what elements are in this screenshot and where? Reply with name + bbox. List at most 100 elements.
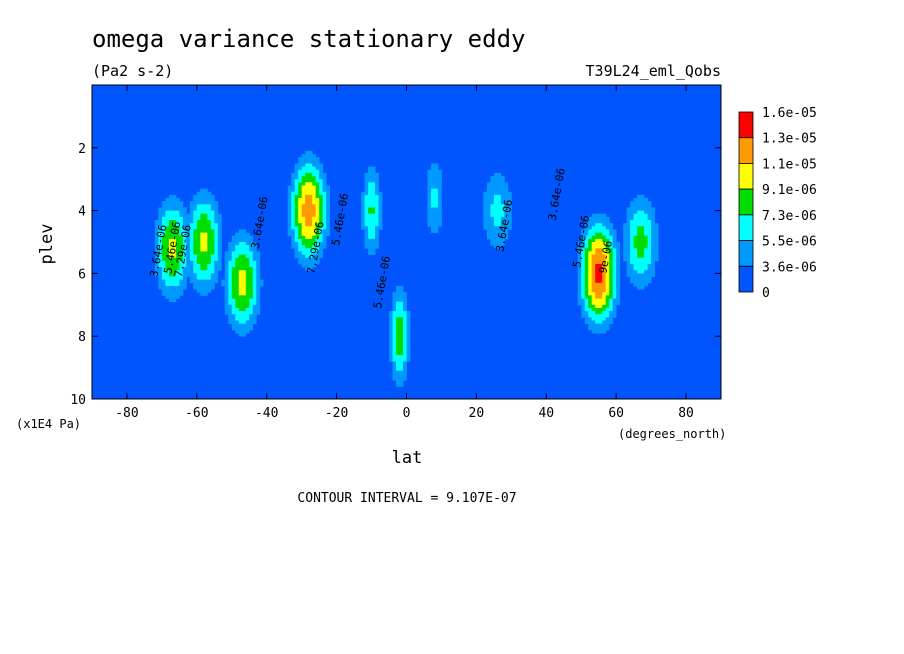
contour-cell [238,295,243,299]
contour-cell [294,172,299,177]
contour-cell [322,238,327,243]
contour-cell [591,314,596,318]
contour-cell [207,254,212,259]
contour-cell [640,260,645,265]
contour-cell [361,201,365,205]
contour-cell [172,295,177,299]
contour-cell [298,182,303,186]
contour-cell [598,276,603,281]
contour-cell [616,267,621,271]
contour-cell [640,207,645,211]
contour-cell [242,295,247,299]
contour-cell [196,226,201,230]
contour-cell [186,260,191,265]
contour-cell [577,279,582,284]
contour-cell [602,267,607,271]
contour-cell [165,292,170,296]
contour-cell [193,245,198,249]
contour-cell [644,260,649,265]
contour-cell [165,248,170,252]
contour-cell [301,188,306,193]
contour-cell [175,229,180,233]
contour-cell [403,355,407,359]
contour-cell [497,176,502,180]
contour-cell [434,198,439,202]
contour-cell [605,248,610,252]
contour-cell [315,166,320,171]
contour-cell [609,285,614,290]
contour-cell [189,223,194,227]
contour-cell [249,323,254,328]
contour-cell [231,267,236,271]
contour-cell [161,276,166,281]
contour-cell [245,245,250,249]
contour-cell [196,263,201,268]
contour-cell [238,314,243,318]
contour-cell [371,213,376,218]
contour-cell [591,232,596,237]
contour-cell [189,263,194,268]
contour-cell [287,191,292,196]
contour-cell [305,257,310,262]
contour-cell [158,285,163,290]
contour-cell [396,351,400,356]
contour-cell [203,188,208,193]
contour-cell [637,248,642,252]
contour-cell [577,245,582,249]
contour-cell [591,223,596,227]
contour-cell [196,279,201,284]
contour-cell [161,238,166,243]
contour-cell [630,229,635,233]
contour-cell [389,333,393,337]
y-axis-label: plev [37,224,57,265]
contour-cell [196,216,201,221]
contour-cell [242,232,247,237]
contour-cell [298,257,303,262]
contour-cell [319,176,324,180]
contour-cell [256,298,261,303]
contour-cell [308,166,313,171]
contour-cell [490,220,495,224]
contour-cell [605,238,610,243]
contour-cell [588,317,593,321]
contour-cell [172,273,177,277]
contour-cell [389,311,393,315]
contour-cell [238,276,243,281]
contour-cell [375,242,379,246]
contour-cell [308,194,313,199]
contour-cell [242,260,247,265]
contour-cell [175,292,180,296]
contour-cell [507,194,512,199]
contour-cell [242,292,247,296]
contour-cell [291,213,296,218]
contour-cell [189,210,194,215]
contour-cell [158,263,163,268]
contour-cell [165,216,170,221]
contour-cell [577,282,582,287]
contour-cell [319,194,324,199]
contour-cell [312,185,317,190]
contour-cell [210,216,215,221]
contour-cell [378,198,383,202]
contour-cell [193,270,198,274]
contour-cell [165,251,170,255]
contour-cell [175,289,180,293]
contour-cell [249,242,254,246]
contour-cell [588,326,593,331]
contour-cell [626,242,631,246]
contour-cell [256,301,261,306]
contour-cell [200,226,205,230]
contour-cell [175,282,180,287]
contour-cell [640,235,645,240]
contour-cell [193,232,198,237]
contour-cell [319,235,324,240]
contour-cell [630,232,635,237]
contour-cell [637,232,642,237]
contour-cell [392,333,397,337]
contour-cell [182,242,187,246]
contour-cell [396,364,400,368]
contour-cell [189,242,194,246]
contour-cell [315,242,320,246]
contour-cell [252,276,257,281]
colorbar-label: 1.6e-05 [762,106,817,121]
